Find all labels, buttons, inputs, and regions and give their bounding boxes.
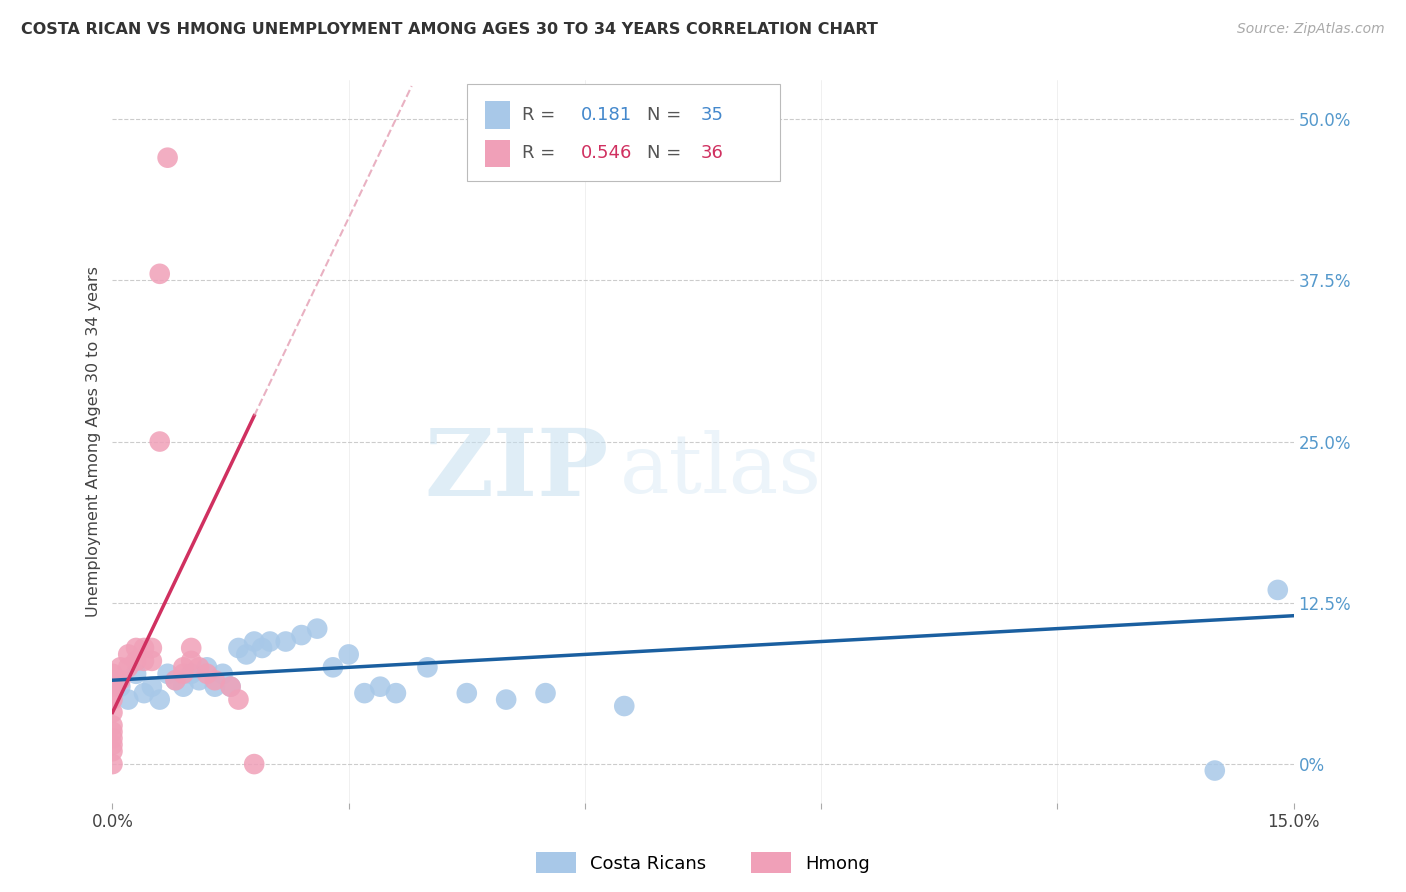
Point: [219, 680, 242, 694]
Point: [172, 660, 194, 674]
Point: [180, 654, 202, 668]
Point: [495, 692, 517, 706]
Point: [204, 680, 226, 694]
Point: [613, 699, 636, 714]
Point: [165, 673, 187, 688]
Point: [101, 731, 124, 746]
Point: [180, 666, 202, 681]
Point: [156, 666, 179, 681]
Point: [110, 660, 132, 674]
Point: [290, 628, 312, 642]
Point: [307, 622, 329, 636]
Text: 36: 36: [700, 145, 724, 162]
Point: [188, 660, 211, 674]
Point: [101, 757, 124, 772]
Point: [165, 673, 187, 688]
Point: [132, 640, 155, 655]
Point: [274, 634, 297, 648]
Point: [149, 692, 172, 706]
Point: [132, 686, 155, 700]
Point: [110, 673, 132, 688]
Text: 0.181: 0.181: [581, 106, 633, 124]
Point: [172, 666, 194, 681]
Point: [228, 692, 250, 706]
Point: [156, 151, 179, 165]
Point: [141, 680, 163, 694]
Point: [228, 640, 250, 655]
Point: [195, 666, 218, 681]
Point: [101, 680, 124, 694]
Point: [101, 706, 124, 720]
Point: [219, 680, 242, 694]
Point: [180, 640, 202, 655]
Point: [243, 757, 266, 772]
Point: [211, 666, 233, 681]
Point: [385, 686, 408, 700]
Point: [353, 686, 375, 700]
Point: [117, 648, 139, 662]
Text: atlas: atlas: [620, 431, 823, 510]
Point: [250, 640, 273, 655]
Point: [101, 673, 124, 688]
Text: COSTA RICAN VS HMONG UNEMPLOYMENT AMONG AGES 30 TO 34 YEARS CORRELATION CHART: COSTA RICAN VS HMONG UNEMPLOYMENT AMONG …: [21, 22, 877, 37]
FancyBboxPatch shape: [467, 84, 780, 181]
Point: [149, 267, 172, 281]
Point: [101, 718, 124, 732]
Point: [259, 634, 281, 648]
Point: [188, 673, 211, 688]
Point: [204, 673, 226, 688]
Point: [101, 744, 124, 758]
Point: [125, 654, 148, 668]
Point: [101, 686, 124, 700]
Point: [141, 640, 163, 655]
Text: Source: ZipAtlas.com: Source: ZipAtlas.com: [1237, 22, 1385, 37]
Point: [141, 654, 163, 668]
Text: R =: R =: [522, 145, 561, 162]
Point: [125, 666, 148, 681]
Point: [172, 680, 194, 694]
Point: [132, 654, 155, 668]
Text: N =: N =: [648, 145, 688, 162]
Legend: Costa Ricans, Hmong: Costa Ricans, Hmong: [529, 846, 877, 880]
Point: [117, 692, 139, 706]
Text: 35: 35: [700, 106, 724, 124]
Text: ZIP: ZIP: [425, 425, 609, 516]
Point: [368, 680, 391, 694]
Text: R =: R =: [522, 106, 561, 124]
Point: [1204, 764, 1226, 778]
Point: [101, 692, 124, 706]
Point: [125, 640, 148, 655]
Point: [149, 434, 172, 449]
Point: [195, 660, 218, 674]
Y-axis label: Unemployment Among Ages 30 to 34 years: Unemployment Among Ages 30 to 34 years: [86, 266, 101, 617]
Point: [337, 648, 360, 662]
Bar: [485, 139, 510, 167]
Point: [235, 648, 257, 662]
Point: [243, 634, 266, 648]
Point: [322, 660, 344, 674]
Point: [1267, 582, 1289, 597]
Point: [101, 738, 124, 752]
Text: N =: N =: [648, 106, 688, 124]
Point: [117, 660, 139, 674]
Bar: [485, 101, 510, 128]
Point: [110, 680, 132, 694]
Text: 0.546: 0.546: [581, 145, 633, 162]
Point: [101, 724, 124, 739]
Point: [456, 686, 478, 700]
Point: [416, 660, 439, 674]
Point: [534, 686, 557, 700]
Point: [101, 666, 124, 681]
